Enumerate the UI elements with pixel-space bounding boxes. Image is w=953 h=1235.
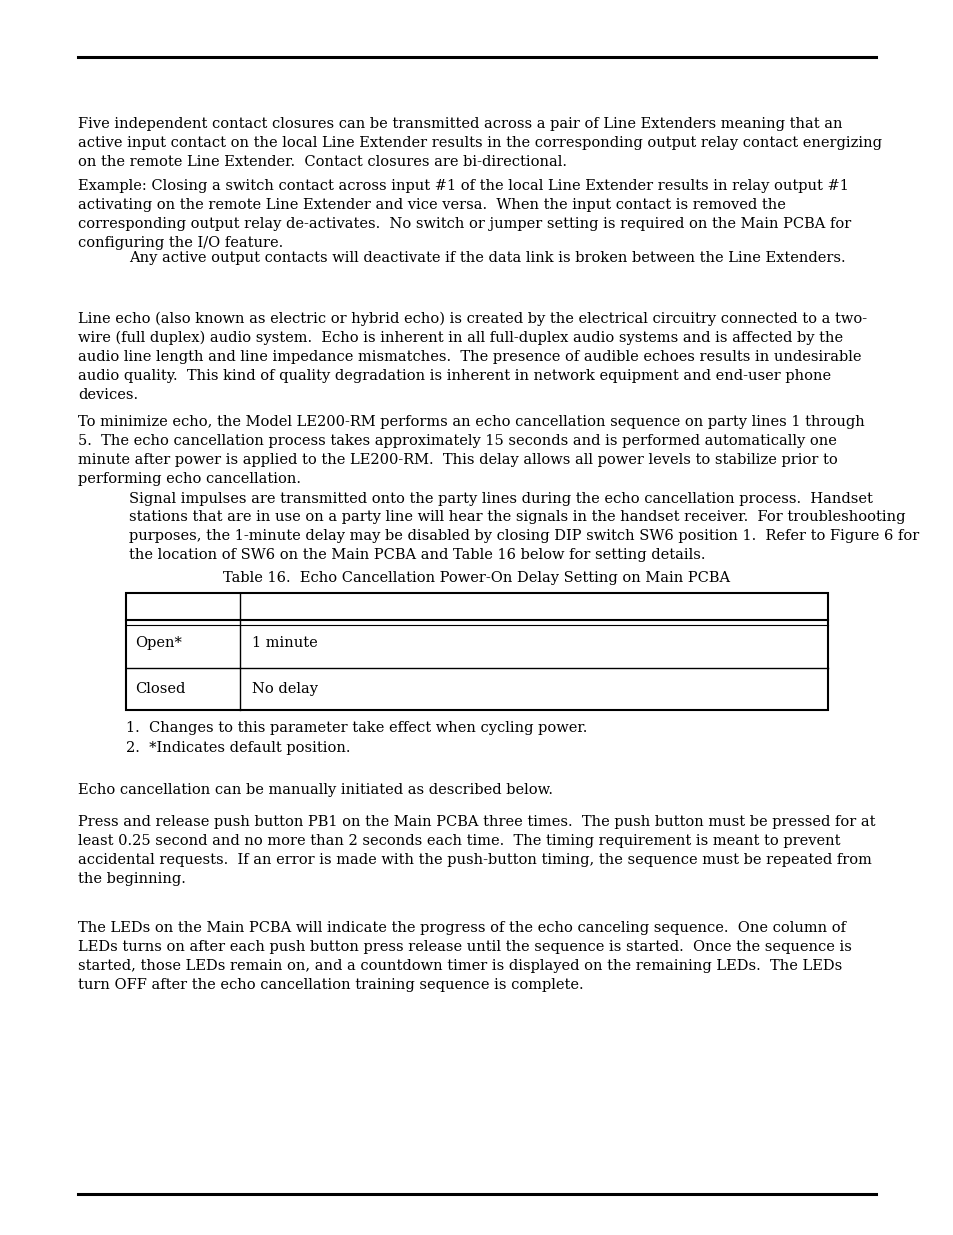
Text: Five independent contact closures can be transmitted across a pair of Line Exten: Five independent contact closures can be…	[78, 117, 882, 169]
Text: Example: Closing a switch contact across input #1 of the local Line Extender res: Example: Closing a switch contact across…	[78, 179, 851, 249]
Text: 1 minute: 1 minute	[252, 636, 317, 651]
Bar	[126, 593, 827, 710]
Text: Any active output contacts will deactivate if the data link is broken between th: Any active output contacts will deactiva…	[129, 251, 844, 264]
Text: Table 16.  Echo Cancellation Power-On Delay Setting on Main PCBA: Table 16. Echo Cancellation Power-On Del…	[223, 571, 730, 584]
Text: Echo cancellation can be manually initiated as described below.: Echo cancellation can be manually initia…	[78, 783, 553, 797]
Text: Closed: Closed	[135, 682, 186, 697]
Text: Signal impulses are transmitted onto the party lines during the echo cancellatio: Signal impulses are transmitted onto the…	[129, 492, 918, 562]
Text: No delay: No delay	[252, 682, 317, 697]
Text: The LEDs on the Main PCBA will indicate the progress of the echo canceling seque: The LEDs on the Main PCBA will indicate …	[78, 921, 851, 992]
Text: Press and release push button PB1 on the Main PCBA three times.  The push button: Press and release push button PB1 on the…	[78, 815, 875, 885]
Text: To minimize echo, the Model LE200-RM performs an echo cancellation sequence on p: To minimize echo, the Model LE200-RM per…	[78, 415, 864, 485]
Text: Open*: Open*	[135, 636, 182, 651]
Text: Line echo (also known as electric or hybrid echo) is created by the electrical c: Line echo (also known as electric or hyb…	[78, 311, 866, 401]
Text: 2.  *Indicates default position.: 2. *Indicates default position.	[126, 741, 350, 755]
Text: 1.  Changes to this parameter take effect when cycling power.: 1. Changes to this parameter take effect…	[126, 721, 587, 735]
